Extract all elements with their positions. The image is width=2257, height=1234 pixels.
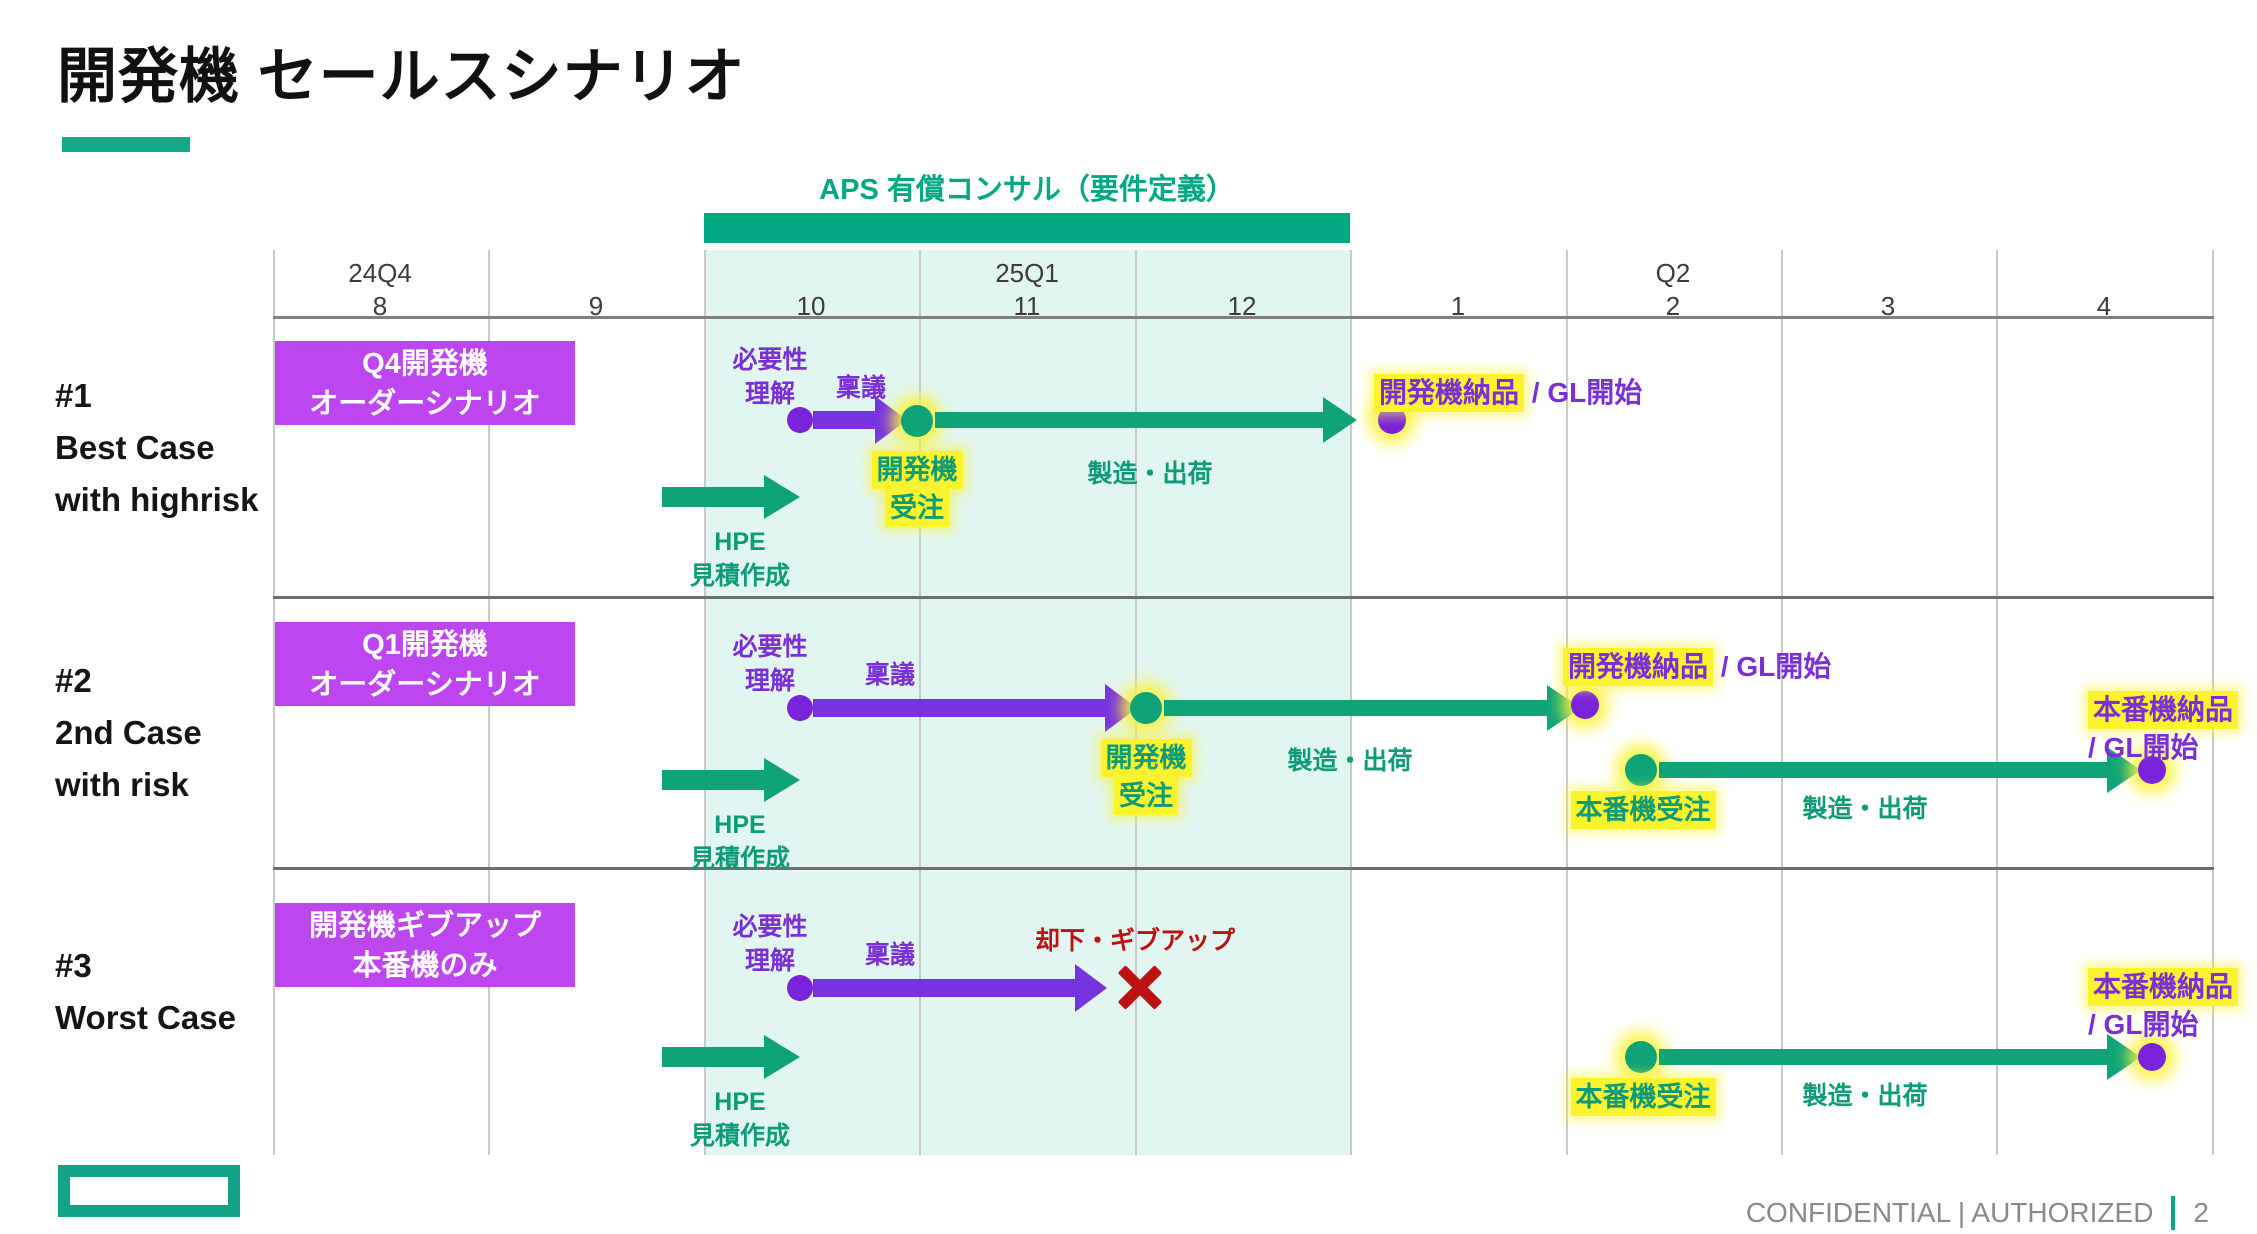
hpe-logo xyxy=(58,1165,240,1217)
hpe-estimate-arrow xyxy=(662,770,764,790)
order-milestone-dot xyxy=(1130,692,1162,724)
approval-arrow xyxy=(813,699,1105,717)
order-label: 開発機 受注 xyxy=(1066,739,1226,815)
grid-line xyxy=(1996,250,1998,1155)
reject-label: 却下・ギブアップ xyxy=(1034,927,1235,955)
row-divider xyxy=(273,867,2214,870)
footer: CONFIDENTIAL | AUTHORIZED 2 xyxy=(1746,1196,2209,1230)
axis-month-label: 2 xyxy=(1665,291,1681,321)
axis-month-label: 4 xyxy=(2096,291,2112,321)
axis-month-label: 3 xyxy=(1880,291,1896,321)
prod-order-label: 本番機受注 xyxy=(1558,1078,1728,1116)
need-understanding-label: 必要性 理解 xyxy=(732,346,808,408)
grid-line xyxy=(273,250,275,1155)
prod-ship-arrow xyxy=(1659,1049,2107,1065)
axis-quarter-label: Q2 xyxy=(1655,258,1691,288)
approval-label: 稟議 xyxy=(864,661,915,689)
hpe-estimate-label: HPE 見積作成 xyxy=(689,528,790,590)
hpe-estimate-arrow-head xyxy=(764,475,800,519)
grid-line xyxy=(1781,250,1783,1155)
order-label: 開発機 受注 xyxy=(837,451,997,527)
need-understanding-label: 必要性 理解 xyxy=(732,913,808,975)
prod-order-label: 本番機受注 xyxy=(1558,791,1728,829)
scenario-box-2: Q1開発機 オーダーシナリオ xyxy=(275,622,575,706)
aps-consulting-bar xyxy=(704,213,1350,243)
prod-ship-label: 製造・出荷 xyxy=(1802,795,1928,823)
grid-line xyxy=(704,250,706,1155)
footer-separator xyxy=(2171,1196,2176,1230)
title-accent-bar xyxy=(62,137,190,152)
approval-arrow xyxy=(813,411,875,429)
manufacture-ship-label: 製造・出荷 xyxy=(1087,460,1213,488)
need-understanding-label: 必要性 理解 xyxy=(732,633,808,695)
need-milestone-dot xyxy=(787,695,813,721)
delivery-milestone-dot xyxy=(1571,691,1599,719)
reject-x-icon xyxy=(1116,963,1164,1011)
footer-page-number: 2 xyxy=(2193,1197,2209,1228)
need-milestone-dot xyxy=(787,407,813,433)
prod-ship-arrow-head xyxy=(2107,747,2141,793)
page-title: 開発機 セールスシナリオ xyxy=(57,43,746,110)
axis-line xyxy=(273,316,2214,319)
prod-order-dot xyxy=(1625,754,1657,786)
delivery-label: 開発機納品 / GL開始 xyxy=(1563,648,1831,686)
prod-delivery-dot xyxy=(2138,756,2166,784)
approval-label: 稟議 xyxy=(864,941,915,969)
scenario-box-1: Q4開発機 オーダーシナリオ xyxy=(275,341,575,425)
hpe-estimate-label: HPE 見積作成 xyxy=(689,1088,790,1150)
prod-order-dot xyxy=(1625,1041,1657,1073)
prod-delivery-label: 本番機納品 / GL開始 xyxy=(2088,691,2239,767)
axis-month-label: 9 xyxy=(588,291,604,321)
hpe-estimate-arrow xyxy=(662,487,764,507)
case-label-1: #1 Best Case with highrisk xyxy=(55,377,259,518)
axis-quarter-label: 25Q1 xyxy=(995,258,1059,288)
prod-ship-arrow xyxy=(1659,762,2107,778)
row-divider xyxy=(273,596,2214,599)
hpe-estimate-label: HPE 見積作成 xyxy=(689,811,790,873)
axis-quarter-label: 24Q4 xyxy=(348,258,412,288)
aps-consulting-label: APS 有償コンサル（要件定義） xyxy=(819,174,1235,206)
hpe-estimate-arrow xyxy=(662,1047,764,1067)
scenario-box-3: 開発機ギブアップ 本番機のみ xyxy=(275,903,575,987)
case-label-3: #3 Worst Case xyxy=(55,947,236,1036)
manufacture-ship-arrow xyxy=(935,412,1323,428)
prod-ship-label: 製造・出荷 xyxy=(1802,1082,1928,1110)
manufacture-ship-label: 製造・出荷 xyxy=(1287,747,1413,775)
need-milestone-dot xyxy=(787,975,813,1001)
approval-arrow-head xyxy=(1075,964,1107,1012)
delivery-label: 開発機納品 / GL開始 xyxy=(1374,374,1642,412)
prod-ship-arrow-head xyxy=(2107,1034,2141,1080)
hpe-estimate-arrow-head xyxy=(764,758,800,802)
manufacture-ship-arrow xyxy=(1164,700,1547,716)
approval-arrow xyxy=(813,979,1075,997)
axis-month-label: 1 xyxy=(1450,291,1466,321)
prod-delivery-label: 本番機納品 / GL開始 xyxy=(2088,968,2239,1044)
axis-month-label: 8 xyxy=(372,291,388,321)
manufacture-ship-arrow-head xyxy=(1323,397,1357,443)
prod-delivery-dot xyxy=(2138,1043,2166,1071)
footer-confidential: CONFIDENTIAL | AUTHORIZED xyxy=(1745,1197,2154,1228)
hpe-estimate-arrow-head xyxy=(764,1035,800,1079)
order-milestone-dot xyxy=(901,405,933,437)
case-label-2: #2 2nd Case with risk xyxy=(55,662,202,803)
